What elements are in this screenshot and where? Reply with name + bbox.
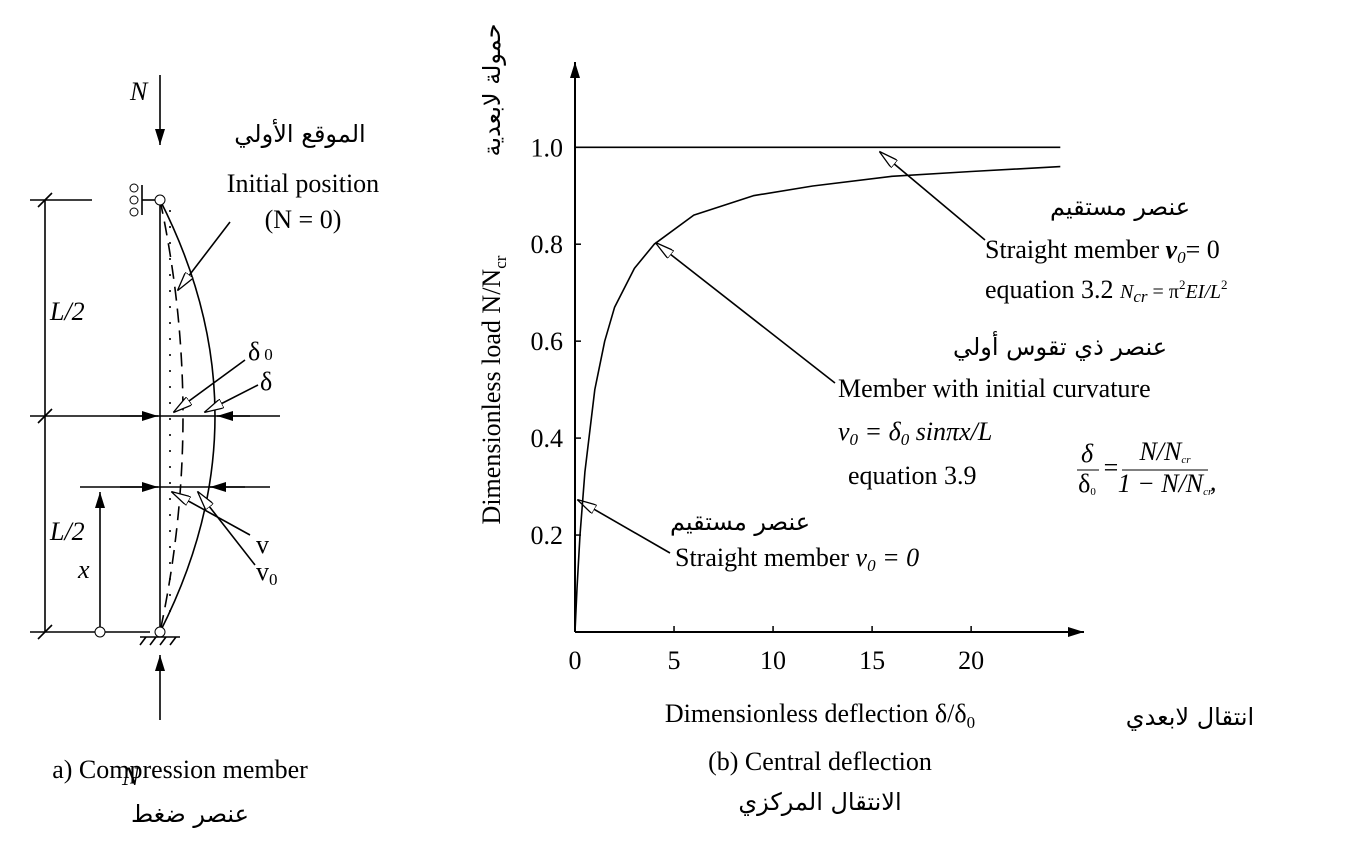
initial-condition: (N = 0) [265, 205, 342, 234]
y-axis-label-ar: حمولة لابعدية [478, 23, 506, 156]
x-axis-label: Dimensionless deflection δ/δ0 [665, 699, 975, 732]
caption-ar: عنصر ضغط [131, 800, 249, 828]
leader [172, 492, 251, 536]
roller [129, 195, 139, 205]
annotation-ar: عنصر ذي تقوس أولي [953, 331, 1167, 361]
y-axis-label: Dimensionless load N/Ncr [477, 255, 510, 524]
annotation: equation 3.9 [848, 461, 977, 490]
formula-text: δ0 [1078, 469, 1096, 498]
pin [154, 626, 166, 638]
half-length: L/2 [49, 297, 85, 326]
caption: (b) Central deflection [708, 747, 932, 776]
roller [129, 207, 139, 217]
formula-text: δ [1081, 439, 1094, 468]
initial-position-ar: الموقع الأولي [234, 119, 365, 148]
pin [154, 194, 166, 206]
y-tick-label: 0.6 [531, 327, 564, 356]
roller [129, 183, 139, 193]
leader [178, 221, 231, 290]
leader [880, 152, 986, 241]
leader [198, 492, 256, 566]
y-tick-label: 0.2 [531, 521, 564, 550]
origin [94, 626, 106, 638]
formula-text: 1 − N/Ncr [1118, 469, 1213, 498]
annotation: Straight member v0 = 0 [675, 543, 919, 575]
y-tick-label: 1.0 [531, 133, 564, 162]
v-label: v [256, 530, 269, 559]
formula-text: N/Ncr [1138, 437, 1191, 466]
hatch [139, 636, 177, 646]
y-tick-label: 0.4 [531, 424, 564, 453]
y-tick-label: 0.8 [531, 230, 564, 259]
x-axis-label-ar: انتقال لابعدي [1126, 703, 1254, 731]
caption-ar: الانتقال المركزي [738, 788, 901, 816]
x-tick-label: 20 [958, 646, 984, 675]
load-label: N [121, 762, 141, 791]
annotation-ar: عنصر مستقيم [1050, 193, 1190, 221]
half-length: L/2 [49, 517, 85, 546]
annotation: Member with initial curvature [838, 374, 1151, 403]
panel-a: N N الموقع الأولي Initial position (N = … [30, 75, 379, 828]
x-tick-label: 15 [859, 646, 885, 675]
formula: δ δ0 = N/Ncr 1 − N/Ncr , [1077, 437, 1217, 498]
x-tick-label: 0 [569, 646, 582, 675]
initial-position: Initial position [227, 169, 379, 198]
leader [205, 384, 259, 412]
v0-label: v0 [256, 557, 278, 589]
curve [574, 165, 1061, 633]
load-label: N [129, 77, 149, 106]
dimension-tick [37, 192, 53, 640]
annotation-ar: عنصر مستقيم [670, 508, 810, 536]
panel-b: Dimensionless load N/Ncr حمولة لابعدية D… [477, 23, 1254, 816]
x-label: x [77, 555, 90, 584]
formula-text: , [1210, 467, 1217, 496]
leader [578, 500, 671, 554]
leader [174, 359, 246, 412]
annotation: v0 = δ0 sinπx/L [838, 417, 992, 449]
leader [656, 243, 836, 384]
delta-label: δ [260, 367, 272, 396]
initial-shape [159, 199, 184, 633]
annotation: equation 3.2 Ncr = π2EI/L2 [985, 275, 1228, 306]
x-tick-label: 10 [760, 646, 786, 675]
caption: a) Compression member [52, 755, 308, 784]
annotation: Straight member v0= 0 [985, 235, 1220, 267]
formula-text: = [1104, 453, 1119, 482]
x-tick-label: 5 [668, 646, 681, 675]
